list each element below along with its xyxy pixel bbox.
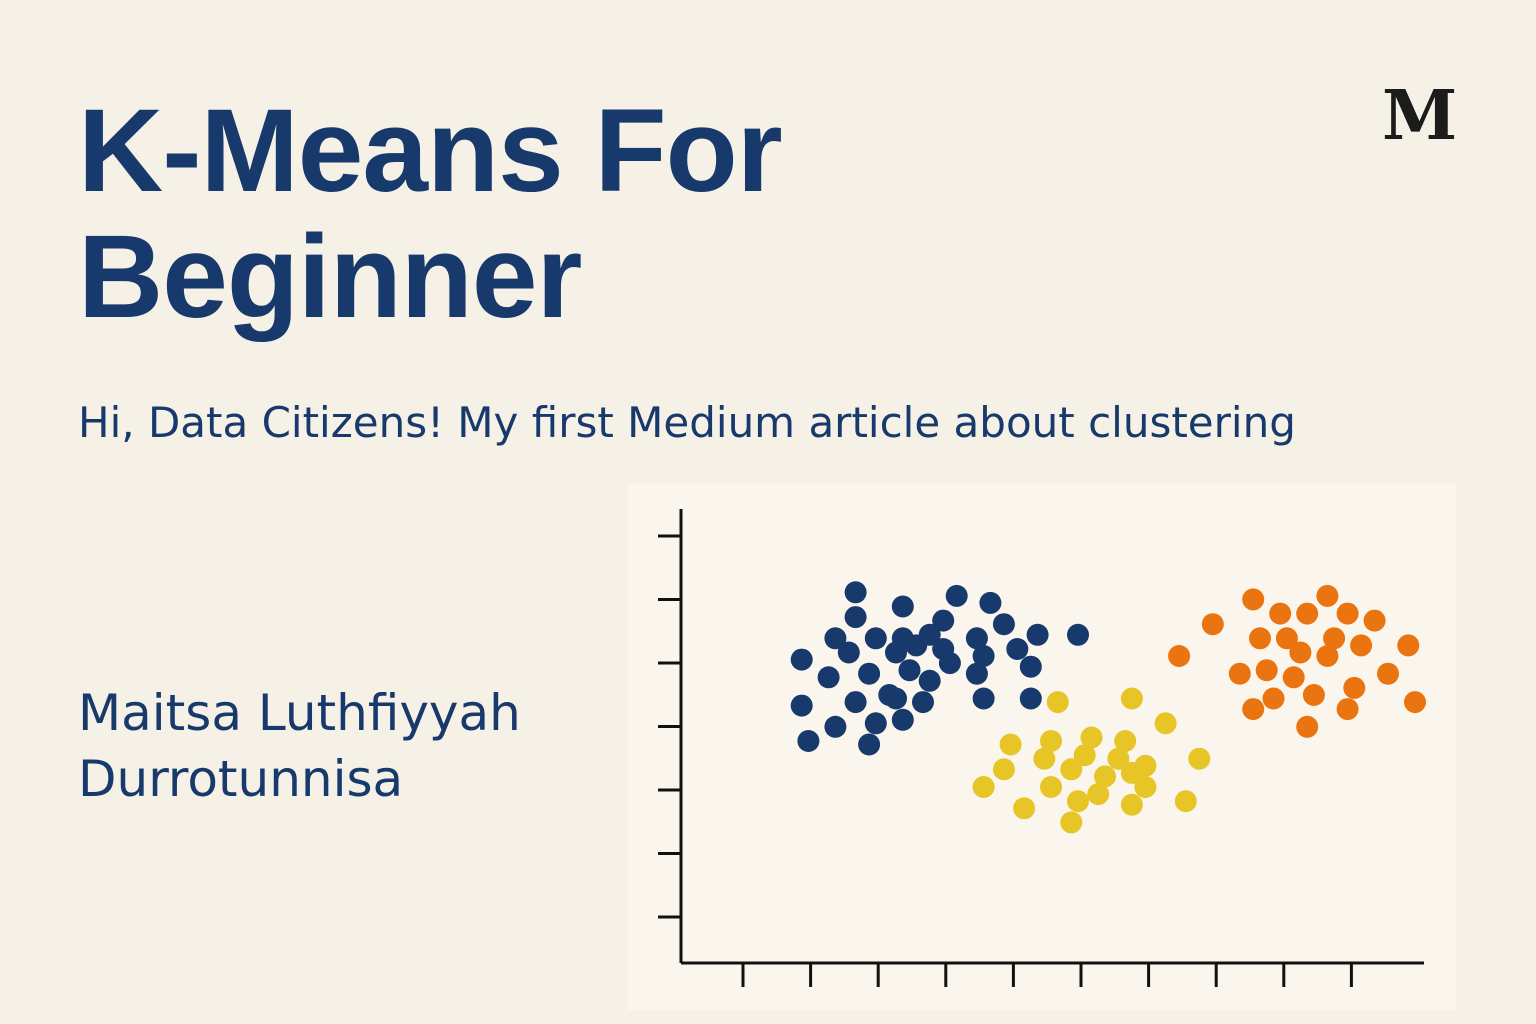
data-point (1269, 602, 1292, 625)
data-point (1060, 811, 1083, 834)
data-point (817, 666, 840, 689)
data-point (1067, 790, 1089, 813)
data-point (1242, 698, 1265, 721)
data-point (790, 648, 813, 671)
data-point (891, 595, 914, 618)
data-point (1154, 712, 1177, 735)
data-point (1397, 634, 1420, 657)
article-subtitle: Hi, Data Citizens! My first Medium artic… (78, 398, 1296, 447)
author-line-2: Durrotunnisa (78, 750, 404, 808)
data-point (1249, 627, 1271, 650)
data-point (891, 708, 914, 731)
data-point (898, 659, 921, 682)
data-point (885, 641, 907, 664)
title-line-2: Beginner (78, 211, 582, 343)
data-point (885, 687, 907, 710)
data-point (824, 715, 847, 738)
data-point (1120, 687, 1143, 710)
data-point (1073, 744, 1096, 767)
data-point (1067, 623, 1089, 646)
data-point (837, 641, 860, 664)
data-point (1323, 627, 1346, 650)
data-point (1316, 645, 1339, 667)
data-point (1174, 790, 1197, 813)
data-point (1282, 666, 1305, 689)
data-point (938, 652, 961, 675)
data-point (1120, 793, 1143, 816)
data-point (1019, 655, 1042, 678)
data-point (797, 730, 820, 752)
data-point (905, 634, 928, 657)
data-point (1080, 726, 1103, 749)
chart-axes (658, 509, 1424, 987)
data-point (864, 627, 887, 650)
title-line-1: K-Means For (78, 85, 783, 217)
cluster-chart-svg (658, 509, 1426, 987)
data-point (824, 627, 847, 650)
data-point (1363, 609, 1386, 632)
data-point (945, 584, 968, 607)
data-point (1033, 747, 1056, 770)
article-title: K-Means For Beginner (78, 85, 783, 343)
data-point (918, 669, 941, 692)
cluster-chart (628, 484, 1456, 1010)
medium-logo-icon: M (1382, 76, 1458, 156)
data-point (1019, 687, 1042, 710)
author-name: Maitsa Luthfiyyah Durrotunnisa (78, 680, 521, 812)
data-point (1046, 691, 1069, 714)
data-point (1255, 659, 1278, 682)
data-point (1296, 715, 1319, 738)
data-point (864, 712, 887, 735)
data-point (1377, 662, 1399, 685)
data-point (858, 662, 881, 685)
data-point (844, 581, 867, 604)
data-point (992, 758, 1015, 781)
data-point (992, 613, 1015, 636)
data-point (1013, 797, 1036, 820)
data-point (1094, 765, 1116, 788)
data-point (844, 691, 867, 714)
data-point (1343, 676, 1366, 699)
data-point (1316, 584, 1339, 607)
data-point (1006, 638, 1029, 660)
data-point (1026, 623, 1049, 646)
data-point (1262, 687, 1285, 710)
data-point (1188, 747, 1211, 770)
data-point (1302, 684, 1325, 706)
data-point (844, 606, 867, 629)
data-point (965, 662, 988, 685)
data-point (1087, 783, 1110, 806)
data-point (1201, 613, 1224, 636)
data-point (1404, 691, 1426, 714)
data-point (1114, 730, 1137, 752)
data-point (1289, 641, 1312, 664)
data-point (972, 645, 995, 667)
data-point (999, 733, 1022, 756)
data-point (912, 691, 934, 714)
data-point (1107, 747, 1130, 770)
data-point (1350, 634, 1373, 657)
author-line-1: Maitsa Luthfiyyah (78, 684, 521, 742)
data-point (932, 609, 955, 632)
data-point (1336, 602, 1359, 625)
data-point (1120, 761, 1143, 784)
data-point (1336, 698, 1359, 721)
data-point (1296, 602, 1319, 625)
data-point (1040, 730, 1062, 752)
data-point (858, 733, 881, 756)
data-point (790, 694, 813, 717)
data-point (1060, 758, 1083, 781)
data-point (1168, 645, 1191, 667)
data-point (979, 591, 1002, 614)
data-point (1275, 627, 1298, 650)
data-point (1228, 662, 1251, 685)
data-point (1134, 776, 1157, 798)
data-point (1040, 776, 1062, 798)
chart-points (790, 581, 1426, 834)
data-point (972, 776, 995, 798)
data-point (972, 687, 995, 710)
data-point (1242, 588, 1265, 611)
data-point (965, 627, 988, 650)
